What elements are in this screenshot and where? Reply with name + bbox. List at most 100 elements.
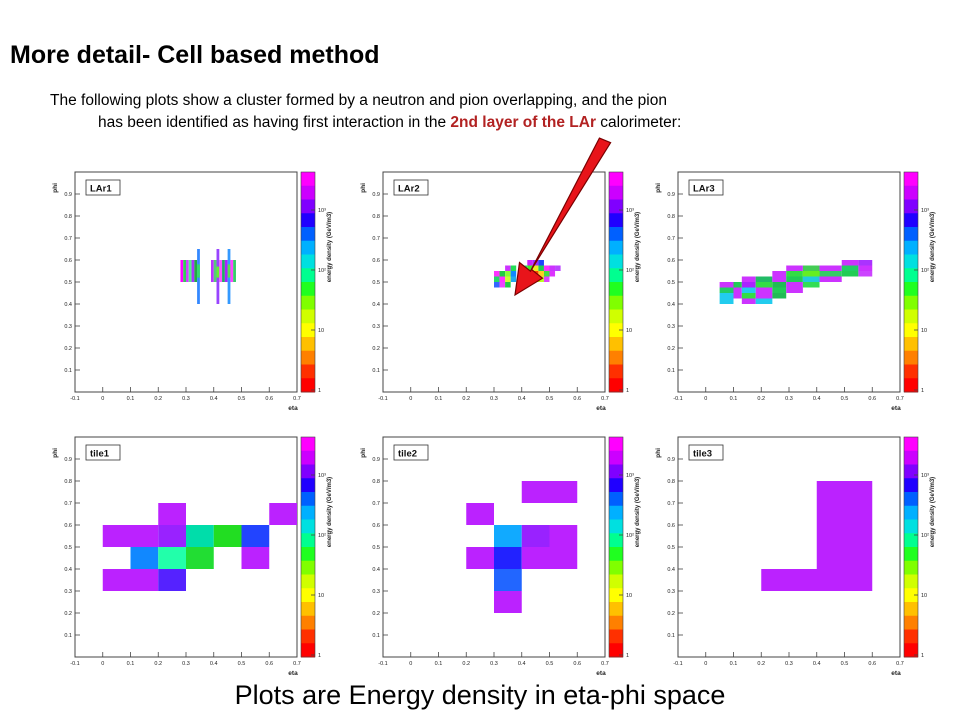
heatmap-cell (521, 276, 528, 282)
heatmap-cell (269, 503, 297, 525)
colorbar-segment (904, 533, 918, 548)
plot-title: tile1 (90, 449, 110, 460)
colorbar-label: energy density (GeV/m3) (327, 212, 333, 282)
colorbar-segment (609, 337, 623, 352)
colorbar-frame (300, 436, 316, 658)
intro-line-1: The following plots show a cluster forme… (50, 92, 667, 109)
colorbar-segment (609, 629, 623, 644)
colorbar-label: energy density (GeV/m3) (327, 477, 333, 547)
heatmap-cell (733, 293, 742, 299)
colorbar-segment (609, 199, 623, 214)
x-tick-label: 0.1 (730, 661, 738, 667)
colorbar-label: energy density (GeV/m3) (930, 477, 936, 547)
colorbar-tick-label: 10² (626, 533, 634, 539)
colorbar-segment (609, 295, 623, 310)
colorbar-segment (904, 437, 918, 452)
x-tick-label: 0.3 (490, 396, 498, 402)
heatmap-cell (510, 265, 517, 271)
y-tick-label: 0.5 (667, 545, 675, 551)
y-tick-label: 0.7 (64, 501, 72, 507)
colorbar-segment (904, 282, 918, 297)
y-tick-label: 0.5 (64, 280, 72, 286)
y-tick-label: 0.6 (372, 258, 380, 264)
x-tick-label: 0.7 (896, 661, 904, 667)
x-tick-label: 0 (409, 661, 412, 667)
colorbar-frame (903, 436, 919, 658)
heatmap-cell (549, 271, 556, 277)
colorbar-segment (904, 295, 918, 310)
heatmap-cell (786, 265, 803, 271)
colorbar-segment (904, 213, 918, 228)
x-tick-label: 0.1 (730, 396, 738, 402)
colorbar-label: energy density (GeV/m3) (635, 477, 641, 547)
plot-panel-lar2: 0.1 0.2 0.3 0.4 0.5 0.6 0.7 0.8 0.9 -0.1 0 0.1 0.2 0.… (357, 160, 649, 416)
x-tick-label: -0.1 (70, 396, 79, 402)
heatmap-cell (194, 260, 198, 282)
y-tick-label: 0.5 (372, 545, 380, 551)
heatmap-cell (102, 525, 131, 547)
heatmap-cell (130, 569, 159, 591)
x-tick-label: 0.5 (841, 661, 849, 667)
heatmap-cell (538, 260, 544, 266)
heatmap-svg-LAr3: 0.1 0.2 0.3 0.4 0.5 0.6 0.7 0.8 0.9 -0.1 0 0.1 0.2 0.… (655, 171, 936, 412)
colorbar-segment (904, 560, 918, 575)
y-tick-label: 0.9 (372, 457, 380, 463)
colorbar-segment (904, 629, 918, 644)
colorbar-segment (301, 574, 315, 589)
heatmap-cell (733, 287, 742, 293)
x-tick-label: 0.4 (518, 396, 526, 402)
y-tick-label: 0.4 (667, 567, 675, 573)
heatmap-cell (188, 260, 192, 282)
heatmap-cell (521, 547, 550, 569)
heatmap-cell (494, 271, 500, 277)
y-tick-label: 0.8 (667, 214, 675, 220)
colorbar-segment (609, 172, 623, 187)
colorbar-segment (609, 478, 623, 493)
colorbar-segment (301, 492, 315, 507)
colorbar-segment (301, 240, 315, 255)
plot-title: tile3 (693, 449, 712, 460)
colorbar-tick-label: 1 (921, 388, 924, 394)
heatmap-cell (130, 525, 159, 547)
colorbar-segment (904, 268, 918, 283)
heatmap-cell (505, 271, 511, 277)
x-tick-label: 0.7 (293, 396, 301, 402)
colorbar-segment (904, 254, 918, 269)
heatmap-cell (197, 264, 200, 278)
title-box (85, 444, 121, 461)
colorbar-segment (904, 615, 918, 630)
y-axis-label: phi (52, 183, 59, 193)
heatmap-cell (505, 265, 511, 271)
heatmap-cell (499, 271, 506, 277)
colorbar-segment (301, 478, 315, 493)
x-tick-label: 0.2 (757, 661, 765, 667)
heatmap-cell (858, 265, 873, 271)
heatmap-cell (494, 569, 522, 591)
colorbar-segment (609, 533, 623, 548)
plot-panel-tile1: 0.1 0.2 0.3 0.4 0.5 0.6 0.7 0.8 0.9 -0.1 0 0.1 0.2 0.… (49, 425, 341, 681)
colorbar-segment (904, 185, 918, 200)
y-axis-label: phi (52, 448, 59, 458)
y-tick-label: 0.1 (64, 633, 72, 639)
heatmap-cell (841, 260, 859, 266)
heatmap-cell (213, 260, 217, 282)
colorbar-tick-label: 10³ (626, 473, 634, 479)
colorbar-tick-label: 10³ (921, 473, 929, 479)
colorbar-segment (301, 643, 315, 658)
colorbar-tick-label: 10² (318, 533, 326, 539)
colorbar-segment (301, 337, 315, 352)
colorbar-tick-label: 1 (626, 653, 629, 659)
heatmap-cell (772, 293, 787, 299)
colorbar-tick-label: 1 (626, 388, 629, 394)
heatmap-cell (216, 266, 220, 278)
x-axis-label: eta (891, 405, 901, 412)
y-tick-label: 0.8 (372, 214, 380, 220)
colorbar-segment (301, 615, 315, 630)
colorbar-segment (609, 450, 623, 465)
heatmap-cell (510, 271, 517, 277)
colorbar-segment (904, 337, 918, 352)
heatmap-cell (549, 265, 556, 271)
y-tick-label: 0.3 (667, 324, 675, 330)
heatmap-cell (527, 260, 533, 266)
heatmap-cell (719, 298, 734, 304)
